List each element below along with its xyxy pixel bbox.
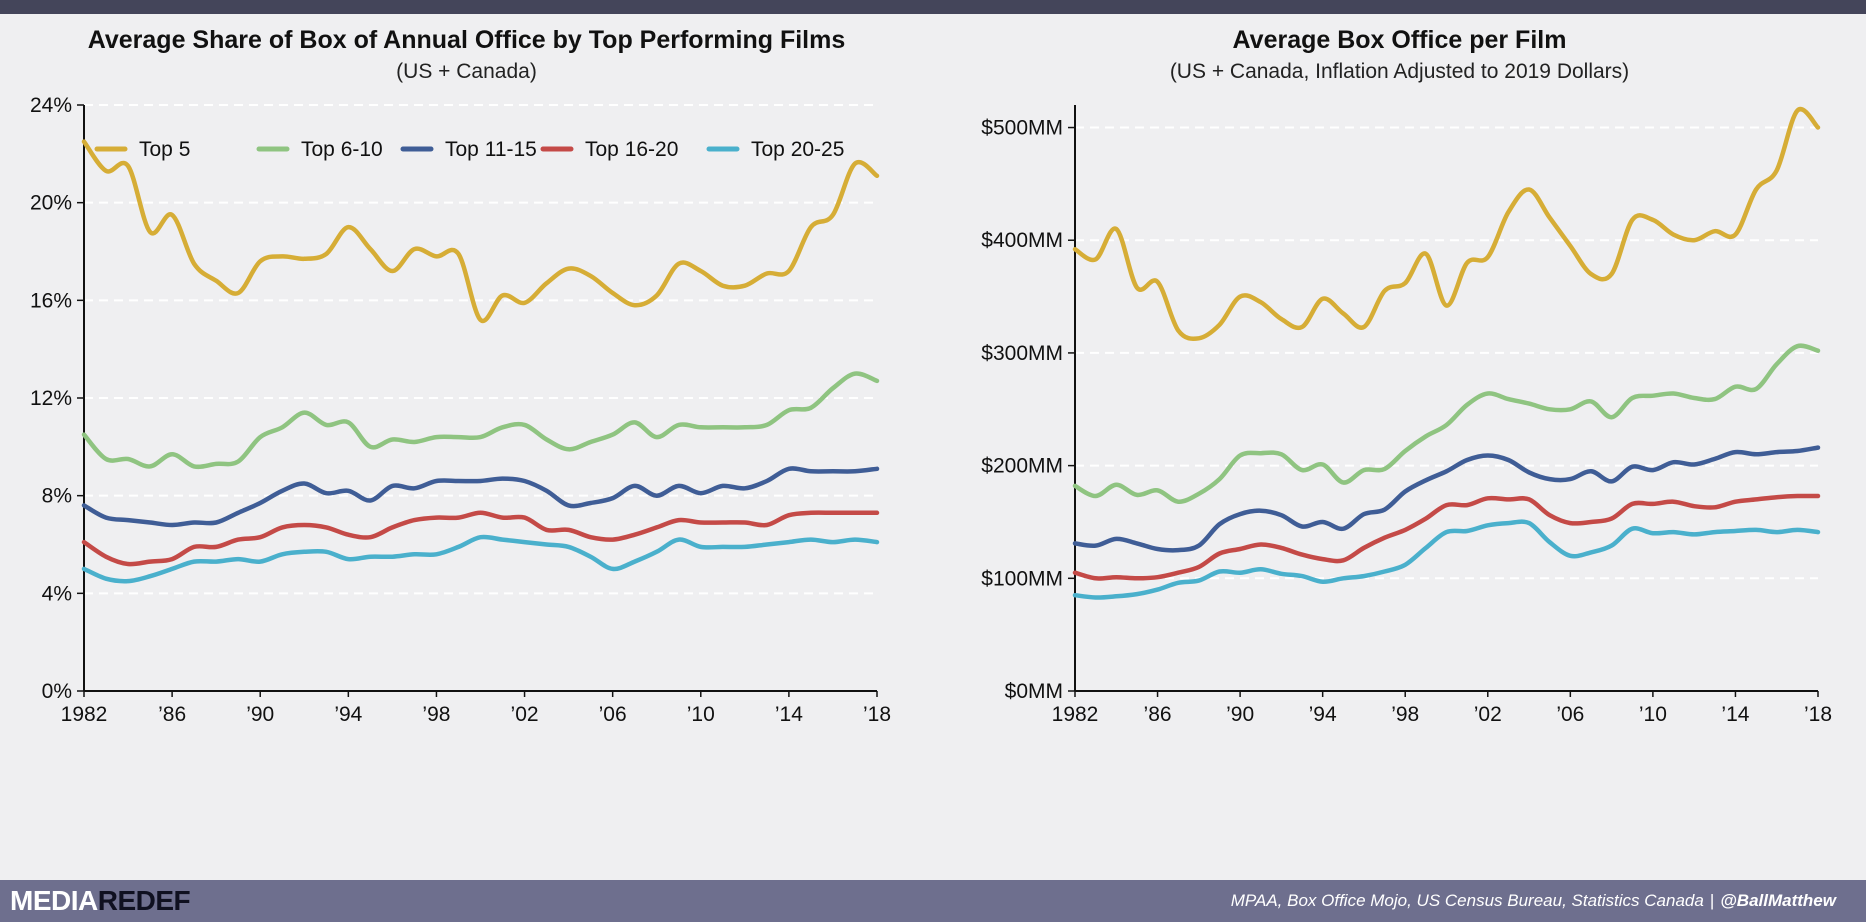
chart-panel-box-office: Average Box Office per Film (US + Canada… [933,14,1866,880]
legend-label: Top 5 [139,138,190,161]
x-tick-label: ’94 [1309,703,1337,726]
x-tick-label: ’14 [775,703,803,726]
brand-logo-part1: MEDIA [10,885,98,916]
y-tick-label: $400MM [981,229,1063,252]
x-tick-label: ’10 [687,703,715,726]
brand-logo-part2: REDEF [97,885,191,916]
legend-label: Top 16-20 [585,138,678,161]
series-line-top6-10 [81,371,880,470]
x-tick-label: ’14 [1721,703,1749,726]
chart-panel-share: Average Share of Box of Annual Office by… [0,14,933,880]
legend-label: Top 20-25 [751,138,844,161]
author-handle: @BallMatthew [1720,891,1836,910]
y-tick-label: $500MM [981,117,1063,140]
chart-title: Average Share of Box of Annual Office by… [87,26,846,54]
footer-bar: MEDIAREDEF MPAA, Box Office Mojo, US Cen… [0,880,1866,922]
y-tick-label: 20% [30,192,72,215]
series-line-top20-25 [1072,519,1821,600]
y-tick-label: 4% [42,582,72,605]
x-tick-label: ’86 [1144,703,1172,726]
y-tick-label: $200MM [981,455,1063,478]
x-tick-label: ’94 [334,703,362,726]
x-tick-label: ’06 [1556,703,1584,726]
y-tick-label: 0% [42,680,72,703]
x-tick-label: ’02 [511,703,539,726]
series-line-top11-15 [81,466,880,528]
chart-subtitle: (US + Canada) [396,60,537,83]
x-tick-label: ’18 [863,703,891,726]
chart-title: Average Box Office per Film [1232,26,1567,54]
series-line-top16-20 [81,510,880,567]
brand-logo: MEDIAREDEF [10,885,191,917]
line-chart-box-office: $0MM $100MM $200MM $300MM $400MM $500MM 1982 ’8… [981,105,1832,726]
source-credit: MPAA, Box Office Mojo, US Census Bureau,… [1231,891,1836,911]
series-line-top11-15 [1072,445,1821,553]
x-tick-label: ’06 [599,703,627,726]
x-tick-label: ’90 [246,703,274,726]
x-tick-label: ’10 [1639,703,1667,726]
separator: | [1709,891,1715,910]
chart-subtitle: (US + Canada, Inflation Adjusted to 2019… [1169,60,1630,83]
source-list: MPAA, Box Office Mojo, US Census Bureau,… [1230,891,1704,910]
y-tick-label: 12% [30,387,72,410]
legend-label: Top 6-10 [301,138,383,161]
x-tick-label: ’98 [1391,703,1419,726]
x-tick-label: 1982 [1052,703,1099,726]
y-tick-label: 16% [30,289,72,312]
x-tick-label: ’86 [158,703,186,726]
series-line-top5 [1072,106,1821,342]
y-tick-label: 24% [30,94,72,117]
x-tick-label: 1982 [61,703,108,726]
series-line-top6-10 [1072,343,1821,504]
y-tick-label: $300MM [981,342,1063,365]
x-tick-label: ’90 [1226,703,1254,726]
series-line-top16-20 [1072,493,1821,581]
series-line-top20-25 [81,534,880,584]
top-bar [0,0,1866,14]
x-tick-label: ’02 [1474,703,1502,726]
x-tick-label: ’18 [1804,703,1832,726]
series-line-top5 [81,139,880,324]
y-tick-label: $100MM [981,567,1063,590]
y-tick-label: 8% [42,485,72,508]
x-tick-label: ’98 [422,703,450,726]
y-tick-label: $0MM [1005,680,1063,703]
legend-label: Top 11-15 [445,138,537,161]
line-chart-share: 0% 4% 8% 12% 16% 20% 24% 1982 ’86 ’90 ’94 ’98 ’02 ’06… [30,94,891,726]
